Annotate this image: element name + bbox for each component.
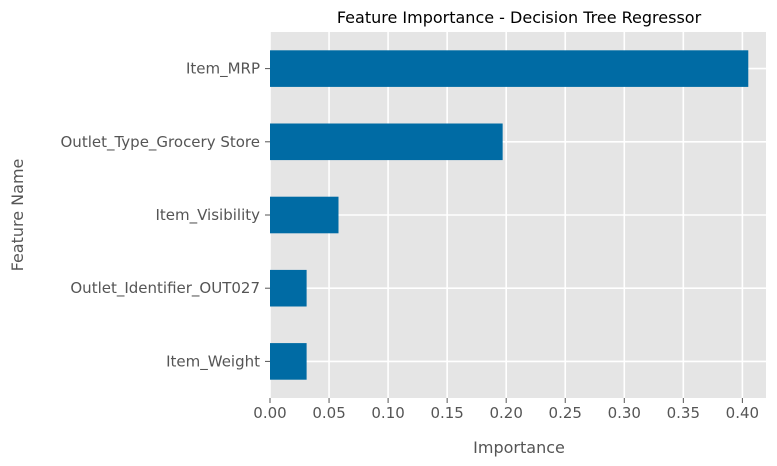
y-tick-label: Outlet_Type_Grocery Store (61, 133, 261, 152)
x-tick-label: 0.05 (312, 404, 345, 422)
y-axis-title: Feature Name (8, 159, 27, 272)
y-tick-label: Item_MRP (186, 60, 260, 79)
chart-title: Feature Importance - Decision Tree Regre… (337, 8, 702, 27)
x-axis-ticks: 0.00 0.05 0.10 0.15 0.20 0.25 0.30 0.35 0.40 (253, 398, 759, 422)
bar-outlet-identifier-out027 (270, 269, 307, 307)
x-tick-label: 0.40 (726, 404, 759, 422)
bar-item-weight (270, 343, 307, 380)
bar-outlet-type-grocery-store (270, 123, 503, 161)
x-tick-label: 0.30 (608, 404, 641, 422)
x-axis-title: Importance (473, 438, 565, 457)
bars (270, 50, 749, 380)
bar-item-mrp (270, 50, 749, 87)
x-tick-label: 0.20 (489, 404, 522, 422)
x-tick-label: 0.35 (667, 404, 700, 422)
x-tick-label: 0.00 (253, 404, 286, 422)
y-tick-label: Item_Visibility (155, 206, 260, 225)
x-tick-label: 0.15 (430, 404, 463, 422)
y-axis-ticks: Item_MRP Outlet_Type_Grocery Store Item_Vi… (61, 60, 270, 371)
x-tick-label: 0.10 (371, 404, 404, 422)
x-tick-label: 0.25 (549, 404, 582, 422)
bar-item-visibility (270, 196, 339, 234)
y-tick-label: Item_Weight (166, 352, 260, 371)
y-tick-label: Outlet_Identifier_OUT027 (70, 279, 260, 298)
